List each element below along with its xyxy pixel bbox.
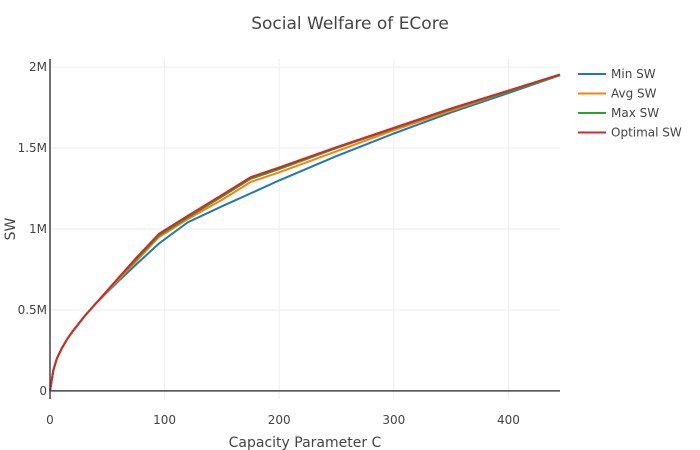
legend-item-avg-sw[interactable]: Avg SW bbox=[578, 87, 657, 101]
legend[interactable]: Min SW Avg SW Max SW Optimal SW bbox=[578, 67, 682, 140]
legend-item-min-sw[interactable]: Min SW bbox=[578, 67, 656, 81]
legend-label: Avg SW bbox=[611, 87, 657, 101]
y-tick-label: 1M bbox=[29, 222, 47, 236]
series-line-min-sw bbox=[49, 74, 561, 392]
legend-label: Max SW bbox=[611, 106, 659, 120]
series-line-optimal-sw bbox=[49, 73, 561, 392]
x-tick-label: 300 bbox=[382, 413, 405, 427]
legend-item-optimal-sw[interactable]: Optimal SW bbox=[578, 126, 682, 140]
axes: 0 100 200 300 400 0 0.5M 1M 1.5M 2M bbox=[18, 59, 560, 427]
x-tick-label: 400 bbox=[497, 413, 520, 427]
x-tick-label: 100 bbox=[153, 413, 176, 427]
x-axis-title: Capacity Parameter C bbox=[229, 435, 382, 450]
y-tick-label: 0.5M bbox=[18, 303, 47, 317]
series-lines bbox=[49, 73, 561, 392]
x-tick-label: 0 bbox=[46, 413, 54, 427]
y-tick-label: 2M bbox=[29, 60, 47, 74]
chart-title: Social Welfare of ECore bbox=[251, 14, 449, 34]
x-tick-label: 200 bbox=[268, 413, 291, 427]
legend-label: Optimal SW bbox=[611, 126, 682, 140]
series-line-max-sw bbox=[49, 74, 561, 392]
y-axis-title: SW bbox=[3, 217, 19, 240]
legend-label: Min SW bbox=[611, 67, 656, 81]
grid bbox=[50, 59, 560, 399]
y-tick-label: 0 bbox=[39, 384, 47, 398]
series-line-avg-sw bbox=[49, 74, 561, 392]
y-tick-label: 1.5M bbox=[18, 141, 47, 155]
legend-item-max-sw[interactable]: Max SW bbox=[578, 106, 659, 120]
